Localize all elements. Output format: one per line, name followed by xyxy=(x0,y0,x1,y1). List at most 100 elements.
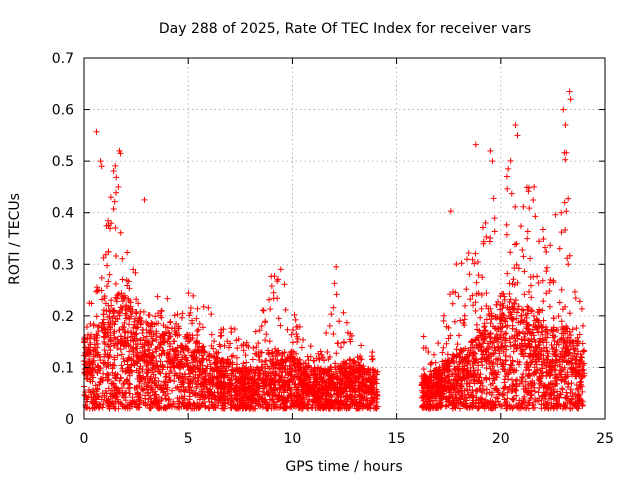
data-point xyxy=(431,351,438,358)
data-point xyxy=(94,402,101,409)
data-point xyxy=(315,350,322,357)
data-point xyxy=(336,399,343,406)
data-point xyxy=(157,370,164,377)
data-point xyxy=(520,397,527,404)
data-point xyxy=(112,335,119,342)
data-point xyxy=(505,165,512,172)
data-point xyxy=(473,279,480,286)
data-point xyxy=(144,366,151,373)
data-point xyxy=(164,295,171,302)
data-point xyxy=(493,301,500,308)
data-point xyxy=(100,401,107,408)
data-point xyxy=(552,371,559,378)
data-point xyxy=(102,251,109,258)
data-point xyxy=(293,384,300,391)
data-point xyxy=(546,370,553,377)
data-point xyxy=(510,348,517,355)
data-point xyxy=(344,381,351,388)
data-point xyxy=(419,403,426,410)
data-point xyxy=(108,302,115,309)
data-point xyxy=(139,326,146,333)
data-point xyxy=(483,386,490,393)
data-point xyxy=(169,387,176,394)
data-point xyxy=(171,403,178,410)
data-point xyxy=(171,338,178,345)
data-point xyxy=(115,183,122,190)
data-point xyxy=(556,370,563,377)
data-point xyxy=(487,338,494,345)
data-point xyxy=(127,362,134,369)
data-point xyxy=(522,311,529,318)
data-point xyxy=(475,374,482,381)
data-point xyxy=(480,240,487,247)
data-point xyxy=(490,195,497,202)
data-point xyxy=(477,344,484,351)
data-point xyxy=(177,349,184,356)
data-point xyxy=(148,384,155,391)
data-point xyxy=(121,319,128,326)
data-point xyxy=(422,345,429,352)
data-point xyxy=(323,396,330,403)
data-point xyxy=(487,320,494,327)
data-point xyxy=(147,327,154,334)
data-point xyxy=(467,296,474,303)
data-point xyxy=(546,279,553,286)
data-point xyxy=(503,330,510,337)
data-point xyxy=(122,306,129,313)
data-point xyxy=(581,347,588,354)
data-point xyxy=(133,345,140,352)
data-point xyxy=(525,322,532,329)
data-point xyxy=(352,394,359,401)
data-point xyxy=(228,401,235,408)
data-point xyxy=(507,157,514,164)
data-point xyxy=(282,374,289,381)
data-point xyxy=(127,343,134,350)
data-point xyxy=(172,370,179,377)
data-point xyxy=(487,330,494,337)
data-point xyxy=(456,353,463,360)
data-point xyxy=(104,359,111,366)
data-point xyxy=(494,371,501,378)
data-point xyxy=(123,312,130,319)
data-point xyxy=(275,315,282,322)
data-point xyxy=(561,338,568,345)
x-tick-label: 20 xyxy=(492,431,510,447)
data-point xyxy=(262,370,269,377)
data-point xyxy=(475,345,482,352)
data-point xyxy=(566,310,573,317)
data-point xyxy=(562,404,569,411)
data-point xyxy=(530,332,537,339)
data-point xyxy=(501,379,508,386)
data-point xyxy=(240,347,247,354)
data-point xyxy=(105,396,112,403)
data-point xyxy=(433,366,440,373)
data-point xyxy=(113,253,120,260)
data-point xyxy=(103,307,110,314)
data-point xyxy=(128,400,135,407)
data-point xyxy=(533,350,540,357)
data-point xyxy=(300,402,307,409)
data-point xyxy=(456,332,463,339)
data-point xyxy=(499,311,506,318)
data-point xyxy=(451,318,458,325)
data-point xyxy=(509,305,516,312)
data-points xyxy=(81,88,588,412)
data-point xyxy=(158,307,165,314)
data-point xyxy=(531,317,538,324)
data-point xyxy=(116,389,123,396)
data-point xyxy=(535,279,542,286)
data-point xyxy=(122,329,129,336)
data-point xyxy=(460,356,467,363)
data-point xyxy=(239,394,246,401)
data-point xyxy=(160,337,167,344)
data-point xyxy=(469,360,476,367)
data-point xyxy=(528,330,535,337)
data-point xyxy=(271,391,278,398)
data-point xyxy=(366,400,373,407)
data-point xyxy=(468,392,475,399)
data-point xyxy=(450,359,457,366)
data-point xyxy=(278,368,285,375)
data-point xyxy=(263,331,270,338)
data-point xyxy=(232,388,239,395)
data-point xyxy=(272,372,279,379)
